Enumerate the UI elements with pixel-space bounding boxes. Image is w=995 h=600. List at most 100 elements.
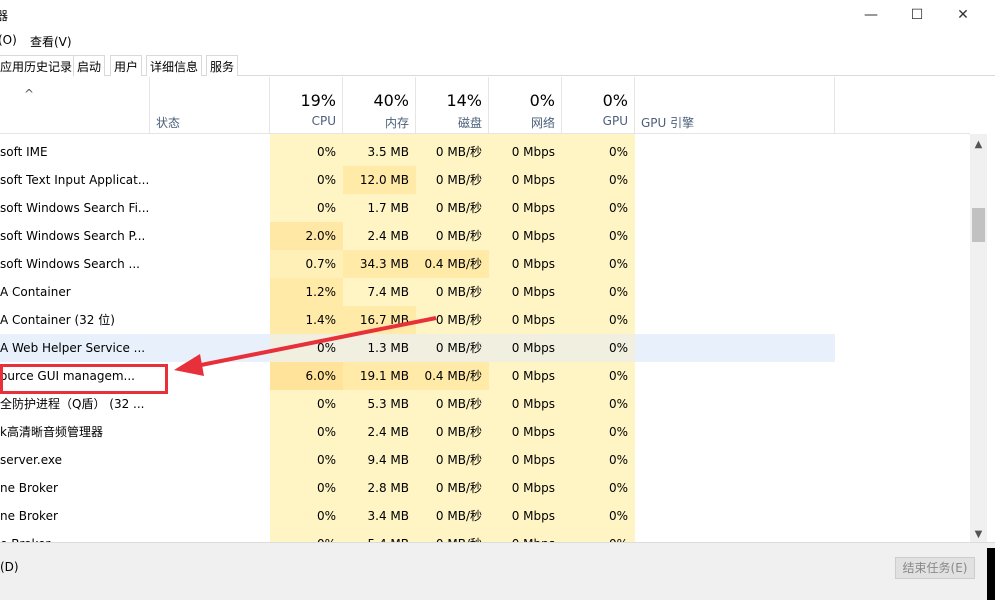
process-gpu-engine	[635, 474, 835, 502]
process-disk: 0 MB/秒	[435, 453, 482, 467]
menu-view[interactable]: 查看(V)	[30, 35, 72, 49]
menu-bar: (O) 查看(V)	[0, 30, 995, 52]
footer: (D) 结束任务(E)	[0, 542, 995, 600]
process-cpu: 0%	[270, 334, 343, 362]
process-name: soft Windows Search P...	[0, 229, 146, 243]
header-network[interactable]: 0% 网络	[489, 77, 562, 133]
process-cpu: 1.4%	[270, 306, 343, 334]
close-button[interactable]: ✕	[957, 7, 969, 23]
end-task-button[interactable]: 结束任务(E)	[895, 557, 975, 579]
scroll-down-icon[interactable]: ▼	[974, 529, 983, 540]
process-gpu: 0%	[608, 229, 628, 243]
process-gpu: 0%	[608, 285, 628, 299]
process-cpu: 0.7%	[270, 250, 343, 278]
tab-app-history[interactable]: 应用历史记录	[0, 55, 77, 76]
network-label: 网络	[530, 116, 555, 130]
process-network: 0 Mbps	[489, 334, 562, 362]
gpu-percent: 0%	[602, 91, 628, 110]
gpu-engine-label: GPU 引擎	[641, 116, 695, 130]
process-memory: 2.8 MB	[367, 481, 409, 495]
process-cpu: 0%	[316, 509, 336, 523]
process-row[interactable]: ne Broker 0% 3.4 MB 0 MB/秒 0 Mbps 0%	[0, 502, 970, 530]
process-cpu: 1.2%	[270, 278, 343, 306]
process-memory: 9.4 MB	[367, 453, 409, 467]
process-memory: 34.3 MB	[343, 250, 416, 278]
process-gpu: 0%	[608, 145, 628, 159]
process-disk: 0 MB/秒	[416, 334, 489, 362]
process-row[interactable]: soft Windows Search ... 0.7% 34.3 MB 0.4 MB…	[0, 250, 970, 278]
header-name[interactable]: ^	[0, 77, 150, 133]
process-row[interactable]: A Container 1.2% 7.4 MB 0 MB/秒 0 Mbps 0%	[0, 278, 970, 306]
tab-services[interactable]: 服务	[206, 55, 239, 76]
minimize-button[interactable]: —	[864, 7, 878, 23]
process-name: soft IME	[0, 145, 48, 159]
header-gpu[interactable]: 0% GPU	[562, 77, 635, 133]
process-row[interactable]: soft Windows Search Fi... 0% 1.7 MB 0 MB/秒 0…	[0, 194, 970, 222]
process-row[interactable]: 全防护进程（Q盾） (32 ... 0% 5.3 MB 0 MB/秒 0 Mbps 0%	[0, 390, 970, 418]
header-gpu-engine[interactable]: GPU 引擎	[635, 77, 835, 133]
process-gpu: 0%	[562, 334, 635, 362]
tab-details[interactable]: 详细信息	[146, 55, 203, 76]
process-cpu: 6.0%	[270, 362, 343, 390]
process-status	[150, 250, 270, 278]
process-cpu: 0%	[316, 397, 336, 411]
process-gpu: 0%	[608, 313, 628, 327]
header-memory[interactable]: 40% 内存	[343, 77, 416, 133]
process-row[interactable]: soft Windows Search P... 2.0% 2.4 MB 0 MB/秒…	[0, 222, 970, 250]
process-row[interactable]: soft Text Input Applicat... 0% 12.0 MB 0 MB…	[0, 166, 970, 194]
process-network: 0 Mbps	[489, 530, 562, 542]
process-row[interactable]: ne Broker 0% 2.8 MB 0 MB/秒 0 Mbps 0%	[0, 474, 970, 502]
process-network: 0 Mbps	[511, 397, 555, 411]
process-row[interactable]: k高清晰音频管理器 0% 2.4 MB 0 MB/秒 0 Mbps 0%	[0, 418, 970, 446]
process-name: soft Windows Search Fi...	[0, 201, 150, 215]
process-disk: 0.4 MB/秒	[416, 362, 489, 390]
cpu-label: CPU	[311, 114, 336, 128]
process-gpu: 0%	[608, 173, 628, 187]
vertical-scrollbar[interactable]: ▲ ▼	[970, 134, 987, 542]
process-memory: 2.4 MB	[367, 229, 409, 243]
header-cpu[interactable]: 19% CPU	[270, 77, 343, 133]
process-cpu: 2.0%	[270, 222, 343, 250]
process-name: server.exe	[0, 453, 62, 467]
process-row[interactable]: A Web Helper Service ... 0% 1.3 MB 0 MB/秒 0 …	[0, 334, 970, 362]
process-name: A Container (32 位)	[0, 313, 115, 327]
tab-bar: 应用历史记录 启动 用户 详细信息 服务	[0, 52, 995, 76]
process-row[interactable]: server.exe 0% 9.4 MB 0 MB/秒 0 Mbps 0%	[0, 446, 970, 474]
process-cpu: 0%	[316, 481, 336, 495]
process-gpu: 0%	[608, 201, 628, 215]
menu-options[interactable]: (O)	[0, 33, 17, 47]
process-cpu: 0%	[316, 425, 336, 439]
scroll-thumb[interactable]	[972, 208, 985, 242]
process-gpu-engine	[635, 250, 835, 278]
fewer-details-link[interactable]: (D)	[0, 560, 19, 574]
process-status	[150, 166, 270, 194]
process-memory: 1.7 MB	[367, 201, 409, 215]
process-disk: 0 MB/秒	[416, 530, 489, 542]
process-name: A Web Helper Service ...	[0, 334, 150, 362]
network-percent: 0%	[529, 91, 555, 110]
process-status	[150, 474, 270, 502]
process-name: ne Broker	[0, 509, 58, 523]
tab-startup[interactable]: 启动	[73, 55, 106, 76]
process-memory: 16.7 MB	[343, 306, 416, 334]
process-disk: 0 MB/秒	[435, 229, 482, 243]
process-memory: 7.4 MB	[367, 285, 409, 299]
scroll-up-icon[interactable]: ▲	[974, 139, 983, 150]
process-network: 0 Mbps	[511, 369, 555, 383]
maximize-button[interactable]: ☐	[910, 7, 924, 23]
process-gpu: 0%	[608, 257, 628, 271]
process-network: 0 Mbps	[511, 257, 555, 271]
header-disk[interactable]: 14% 磁盘	[416, 77, 489, 133]
process-row[interactable]: soft IME 0% 3.5 MB 0 MB/秒 0 Mbps 0%	[0, 138, 970, 166]
process-row[interactable]: A Container (32 位) 1.4% 16.7 MB 0 MB/秒 0 Mbp…	[0, 306, 970, 334]
process-memory: 2.4 MB	[367, 425, 409, 439]
process-cpu: 0%	[316, 201, 336, 215]
process-gpu: 0%	[608, 425, 628, 439]
process-name: ne Broker	[0, 481, 58, 495]
header-status[interactable]: 状态	[150, 77, 270, 133]
process-gpu-engine	[635, 390, 835, 418]
header-status-label: 状态	[156, 116, 181, 130]
tab-users[interactable]: 用户	[110, 55, 143, 76]
